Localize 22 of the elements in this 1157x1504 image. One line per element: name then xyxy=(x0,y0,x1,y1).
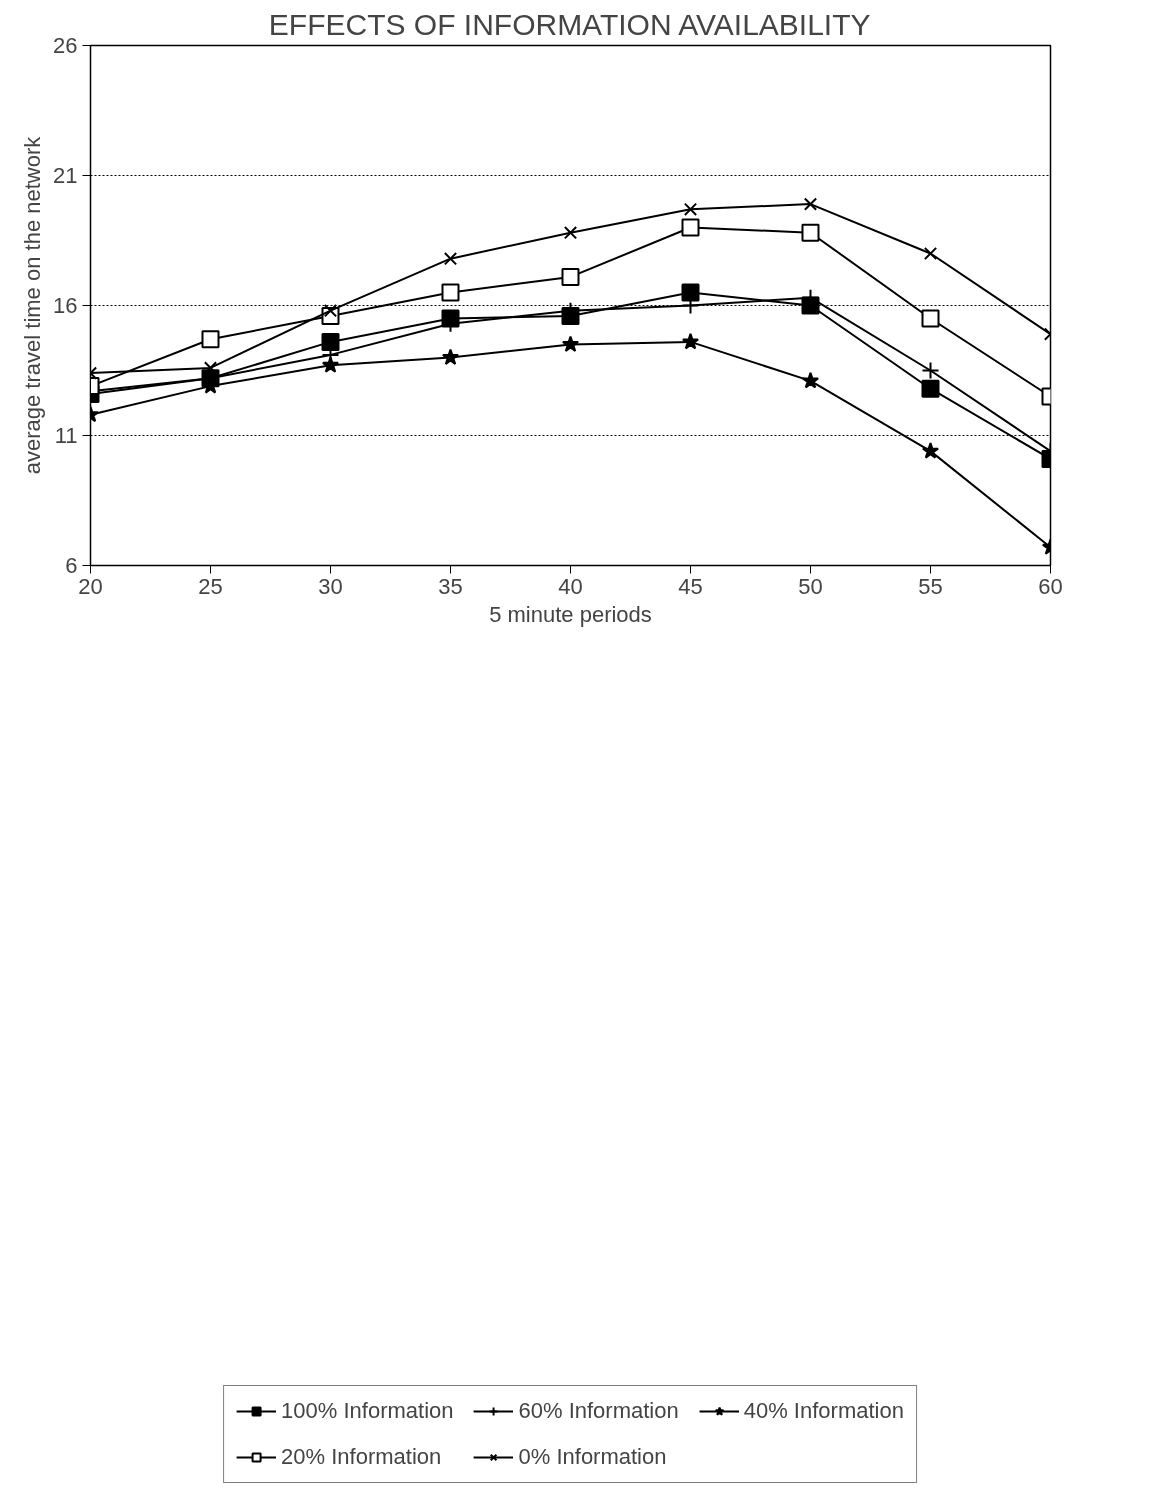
y-tick-label: 6 xyxy=(65,553,78,578)
x-tick-label: 60 xyxy=(1038,573,1063,599)
x-tick-label: 20 xyxy=(78,573,103,599)
y-tick-label: 21 xyxy=(53,163,78,188)
y-axis-title: average travel time on the network xyxy=(20,135,46,475)
x-tick-label: 35 xyxy=(438,573,463,599)
y-tick-label: 16 xyxy=(53,293,78,318)
x-tick-label: 50 xyxy=(798,573,823,599)
y-tick-label: 26 xyxy=(53,33,78,58)
x-axis-title: 5 minute periods xyxy=(489,601,652,627)
x-tick-label: 45 xyxy=(678,573,703,599)
chart-title: EFFECTS OF INFORMATION AVAILABILITY xyxy=(268,7,871,41)
legend-label: 0% Information xyxy=(518,1444,667,1470)
x-tick-label: 25 xyxy=(198,573,223,599)
x-tick-label: 40 xyxy=(558,573,583,599)
x-tick-label: 55 xyxy=(918,573,943,599)
legend-label: 20% Information xyxy=(281,1444,442,1470)
legend-label: 100% Information xyxy=(281,1398,454,1424)
legend-label: 40% Information xyxy=(743,1398,904,1424)
y-tick-label: 11 xyxy=(54,423,78,448)
legend-label: 60% Information xyxy=(518,1398,679,1424)
x-tick-label: 30 xyxy=(318,573,343,599)
